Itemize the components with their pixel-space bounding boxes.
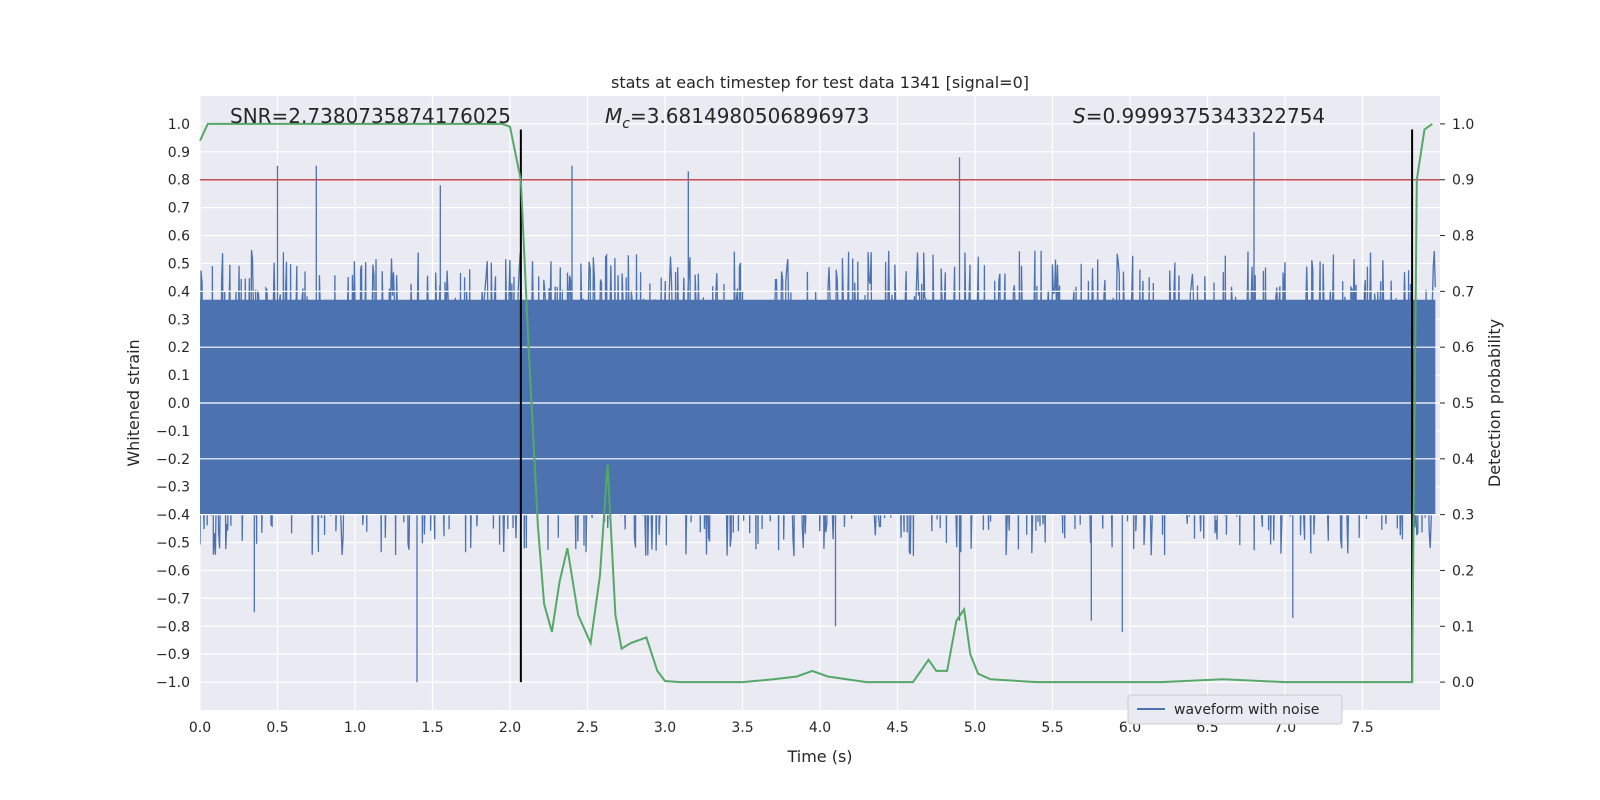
y-right-tick-label: 0.9 (1452, 173, 1474, 189)
right-axis-label: Detection probability (1485, 319, 1504, 487)
chirp-mass-subscript: c (622, 116, 630, 132)
waveform-core (200, 299, 1436, 515)
chirp-mass-value: =3.6814980506896973 (630, 104, 869, 128)
chart-title: stats at each timestep for test data 134… (611, 73, 1029, 92)
y-left-tick-label: 0.8 (168, 173, 190, 189)
y-right-tick-label: 0.0 (1452, 675, 1474, 691)
y-left-tick-label: 0.2 (168, 340, 190, 356)
chirp-mass-symbol: M (605, 104, 622, 128)
score-annotation: S=0.9999375343322754 (1073, 104, 1325, 128)
y-left-tick-label: −0.3 (156, 480, 190, 496)
y-right-tick-label: 0.6 (1452, 340, 1474, 356)
left-axis-ticks: 1.0 0.9 0.8 0.7 0.6 0.5 0.4 0.3 0.2 0.1 0.0 −0.1 −0.… (156, 117, 190, 691)
score-value: =0.9999375343322754 (1086, 104, 1325, 128)
x-tick-label: 2.0 (499, 720, 521, 736)
y-right-tick-label: 0.8 (1452, 229, 1474, 245)
y-left-tick-label: 0.3 (168, 312, 190, 328)
detection-probability-line (199, 122, 1433, 684)
y-right-tick-label: 0.4 (1452, 452, 1474, 468)
legend: waveform with noise (1127, 694, 1343, 725)
x-tick-label: 5.5 (1041, 720, 1063, 736)
y-left-tick-label: 0.1 (168, 368, 190, 384)
legend-label: waveform with noise (1174, 702, 1319, 718)
y-left-tick-label: −0.6 (156, 563, 190, 579)
x-tick-label: 0.0 (189, 720, 211, 736)
snr-annotation: SNR=2.7380735874176025 (230, 104, 511, 128)
x-tick-label: 0.5 (266, 720, 288, 736)
y-left-tick-label: −0.1 (156, 424, 190, 440)
x-axis-ticks: 0.0 0.5 1.0 1.5 2.0 2.5 3.0 3.5 4.0 4.5 5.0 5.5 6.0 6… (189, 720, 1374, 736)
y-left-tick-label: 0.4 (168, 284, 190, 300)
right-axis-ticks: 1.0 0.9 0.8 0.7 0.6 0.5 0.4 0.3 0.2 0.1 0.0 (1440, 117, 1474, 691)
x-tick-label: 4.5 (886, 720, 908, 736)
y-left-tick-label: −0.4 (156, 508, 190, 524)
waveform-series (200, 132, 1440, 683)
y-left-tick-label: 0.7 (168, 201, 190, 217)
x-tick-label: 1.5 (421, 720, 443, 736)
x-axis-label: Time (s) (786, 747, 852, 766)
y-left-tick-label: −0.5 (156, 536, 190, 552)
y-left-tick-label: −0.9 (156, 647, 190, 663)
x-tick-label: 2.5 (576, 720, 598, 736)
y-left-tick-label: −0.7 (156, 591, 190, 607)
x-tick-label: 5.0 (964, 720, 986, 736)
x-tick-label: 7.5 (1351, 720, 1373, 736)
left-axis-label: Whitened strain (124, 339, 143, 466)
y-right-tick-label: 0.2 (1452, 563, 1474, 579)
y-left-tick-label: 1.0 (168, 117, 190, 133)
y-left-tick-label: −0.8 (156, 619, 190, 635)
x-tick-label: 4.0 (809, 720, 831, 736)
y-right-tick-label: 0.1 (1452, 619, 1474, 635)
score-symbol: S (1073, 104, 1086, 128)
y-left-tick-label: −1.0 (156, 675, 190, 691)
y-right-tick-label: 0.7 (1452, 284, 1474, 300)
x-tick-label: 3.5 (731, 720, 753, 736)
y-right-tick-label: 0.3 (1452, 508, 1474, 524)
x-tick-label: 3.0 (654, 720, 676, 736)
y-right-tick-label: 1.0 (1452, 117, 1474, 133)
y-left-tick-label: 0.9 (168, 145, 190, 161)
y-left-tick-label: 0.6 (168, 229, 190, 245)
y-left-tick-label: 0.0 (168, 396, 190, 412)
chirp-mass-annotation: Mc=3.6814980506896973 (605, 104, 869, 132)
y-left-tick-label: 0.5 (168, 256, 190, 272)
y-left-tick-label: −0.2 (156, 452, 190, 468)
x-tick-label: 1.0 (344, 720, 366, 736)
y-right-tick-label: 0.5 (1452, 396, 1474, 412)
legend-box (1127, 694, 1343, 725)
